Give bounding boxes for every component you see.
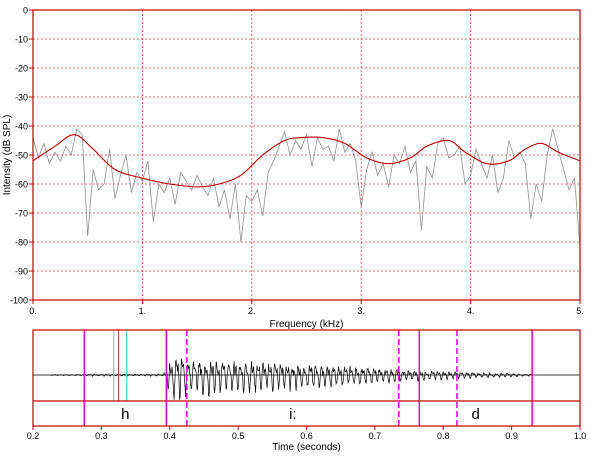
time-x-tick-label: 0.5 [232, 431, 245, 441]
waveform-panel: h i: d 0.2 0.3 0.4 0.5 0.6 0.7 0.8 0.9 1.0 Time (s… [27, 329, 587, 453]
spectrum-x-tick-label: 0. [29, 306, 37, 316]
spectrum-y-tick-label: -90 [15, 267, 28, 277]
time-x-tick-label: 0.4 [163, 431, 176, 441]
spectrum-y-tick-label: -100 [10, 296, 28, 306]
speech-waveform-line [49, 358, 533, 401]
time-x-tick-label: 0.2 [27, 431, 40, 441]
spectrum-x-tick-label: 2. [248, 306, 256, 316]
spectrum-plot-frame [32, 9, 581, 301]
time-x-tick-label: 0.8 [437, 431, 450, 441]
time-x-tick-label: 0.7 [369, 431, 382, 441]
time-x-tick-label: 0.3 [95, 431, 108, 441]
spectrum-x-tick-label: 1. [139, 306, 147, 316]
time-x-tick-label: 1.0 [574, 431, 587, 441]
time-x-tick-label: 0.9 [505, 431, 518, 441]
spectrum-y-tick-label: -20 [15, 64, 28, 74]
spectrum-y-tick-label: -40 [15, 122, 28, 132]
spectrum-y-tick-label: -30 [15, 93, 28, 103]
spectrum-y-axis-label: Intensity (dB SPL) [2, 115, 13, 196]
spectrum-y-tick-labels: 0 -10 -20 -30 -40 -50 -60 -70 -80 -90 -100 [10, 6, 28, 306]
spectrum-x-tick-label: 4. [467, 306, 475, 316]
segment-label: h [121, 406, 129, 423]
spectrum-x-tick-labels: 0. 1. 2. 3. 4. 5. [29, 306, 584, 316]
segment-label: d [472, 406, 480, 423]
spectral-envelope-line [32, 134, 581, 188]
spectrum-x-axis-label: Frequency (kHz) [270, 319, 344, 330]
spectrum-grid [29, 9, 581, 304]
spectrum-y-tick-label: -80 [15, 238, 28, 248]
spectrum-x-tick-label: 3. [357, 306, 365, 316]
segment-labels: h i: d [121, 406, 480, 423]
spectrum-y-tick-label: -50 [15, 151, 28, 161]
spectrum-x-tick-label: 5. [576, 306, 584, 316]
waveform-signal [49, 358, 533, 401]
spectrum-y-tick-label: -60 [15, 180, 28, 190]
time-x-tick-labels: 0.2 0.3 0.4 0.5 0.6 0.7 0.8 0.9 1.0 [27, 426, 587, 441]
spectrum-series [32, 128, 581, 248]
time-x-axis-label: Time (seconds) [272, 442, 341, 453]
spectrum-line [32, 128, 581, 248]
spectrum-y-tick-label: -10 [15, 35, 28, 45]
segment-boundaries [83, 330, 533, 426]
segment-label: i: [289, 406, 297, 423]
spectrum-y-tick-label: -70 [15, 209, 28, 219]
spectrum-y-tick-label: 0 [23, 6, 28, 16]
spectrum-panel: 0 -10 -20 -30 -40 -50 -60 -70 -80 -90 -100 0. 1. 2. 3… [2, 6, 584, 331]
time-x-tick-label: 0.6 [300, 431, 313, 441]
